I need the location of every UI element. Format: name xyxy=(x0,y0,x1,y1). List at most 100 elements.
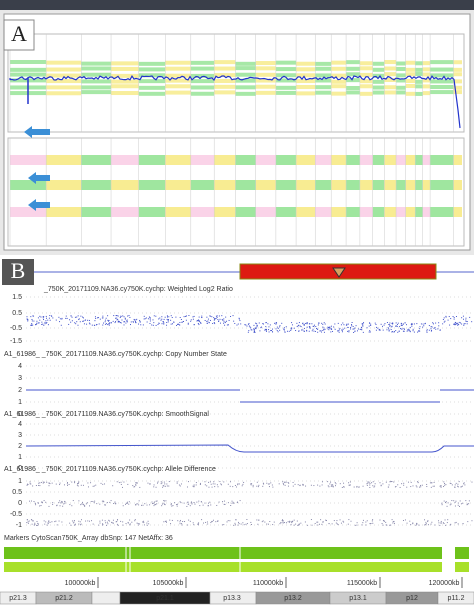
probe xyxy=(353,486,355,488)
probe xyxy=(48,520,50,522)
ad-band xyxy=(331,207,347,217)
probe xyxy=(284,481,286,483)
cn-band xyxy=(396,85,406,90)
probe xyxy=(235,519,237,521)
ad-band xyxy=(138,180,166,190)
probe xyxy=(237,484,239,486)
probe xyxy=(84,319,86,321)
probe xyxy=(133,319,135,321)
probe xyxy=(342,328,344,330)
probe xyxy=(126,321,128,323)
probe xyxy=(385,521,387,523)
probe xyxy=(395,486,397,488)
probe xyxy=(272,328,274,330)
probe xyxy=(165,500,167,502)
probe xyxy=(317,331,319,333)
probe xyxy=(407,329,409,331)
probe xyxy=(108,324,110,326)
probe xyxy=(372,481,374,483)
probe xyxy=(137,523,139,525)
probe xyxy=(163,521,165,523)
probe xyxy=(121,319,123,321)
probe xyxy=(343,486,345,488)
probe xyxy=(112,519,114,521)
cn-band xyxy=(331,60,347,65)
probe xyxy=(330,325,332,327)
probe xyxy=(163,500,165,502)
probe xyxy=(41,323,43,325)
probe xyxy=(99,520,101,522)
probe xyxy=(61,317,63,319)
probe xyxy=(250,327,252,329)
probe xyxy=(358,486,360,488)
probe xyxy=(463,323,465,325)
probe xyxy=(279,325,281,327)
probe xyxy=(125,503,127,505)
y-tick-label: 0 xyxy=(18,500,22,507)
probe xyxy=(348,519,350,521)
cn-band xyxy=(111,66,139,71)
probe xyxy=(32,315,34,317)
cn-band xyxy=(214,90,236,95)
probe xyxy=(237,483,239,485)
probe xyxy=(450,318,452,320)
probe xyxy=(46,524,48,526)
probe xyxy=(318,322,320,324)
probe xyxy=(151,324,153,326)
cn-band xyxy=(405,60,416,65)
probe xyxy=(349,484,351,486)
probe xyxy=(38,484,40,486)
probe xyxy=(392,521,394,523)
probe xyxy=(335,483,337,485)
cn-band xyxy=(315,85,332,90)
probe xyxy=(425,524,427,526)
probe xyxy=(352,328,354,330)
probe xyxy=(153,315,155,317)
probe xyxy=(447,502,449,504)
probe xyxy=(26,318,28,320)
probe xyxy=(155,486,157,488)
probe xyxy=(163,322,165,324)
probe xyxy=(284,331,286,333)
probe xyxy=(71,481,73,483)
probe xyxy=(122,505,124,507)
probe xyxy=(443,317,445,319)
probe xyxy=(256,481,258,483)
probe xyxy=(341,486,343,488)
probe xyxy=(300,326,302,328)
probe xyxy=(422,323,424,325)
probe xyxy=(33,501,35,503)
probe xyxy=(415,524,417,526)
cn-band xyxy=(165,84,191,89)
probe xyxy=(142,324,144,326)
probe xyxy=(37,523,39,525)
probe xyxy=(431,329,433,331)
ad-band xyxy=(10,180,47,190)
probe xyxy=(391,322,393,324)
probe xyxy=(362,331,364,333)
probe xyxy=(354,330,356,332)
probe xyxy=(212,519,214,521)
y-tick-label: 0.5 xyxy=(12,310,22,317)
probe xyxy=(106,323,108,325)
cn-band xyxy=(275,73,297,78)
probe xyxy=(35,504,37,506)
probe xyxy=(212,323,214,325)
probe xyxy=(386,329,388,331)
probe xyxy=(67,482,69,484)
y-tick-label: 4 xyxy=(18,421,22,428)
probe xyxy=(388,328,390,330)
cn-band xyxy=(296,67,316,72)
probe xyxy=(458,481,460,483)
cn-band xyxy=(315,78,332,83)
probe xyxy=(268,326,270,328)
coordinate-label: 110000kb xyxy=(253,580,283,587)
probe xyxy=(342,520,344,522)
probe xyxy=(402,330,404,332)
probe xyxy=(184,315,186,317)
probe xyxy=(379,519,381,521)
probe xyxy=(71,316,73,318)
probe xyxy=(121,486,123,488)
probe xyxy=(251,329,253,331)
cn-band xyxy=(315,90,332,95)
